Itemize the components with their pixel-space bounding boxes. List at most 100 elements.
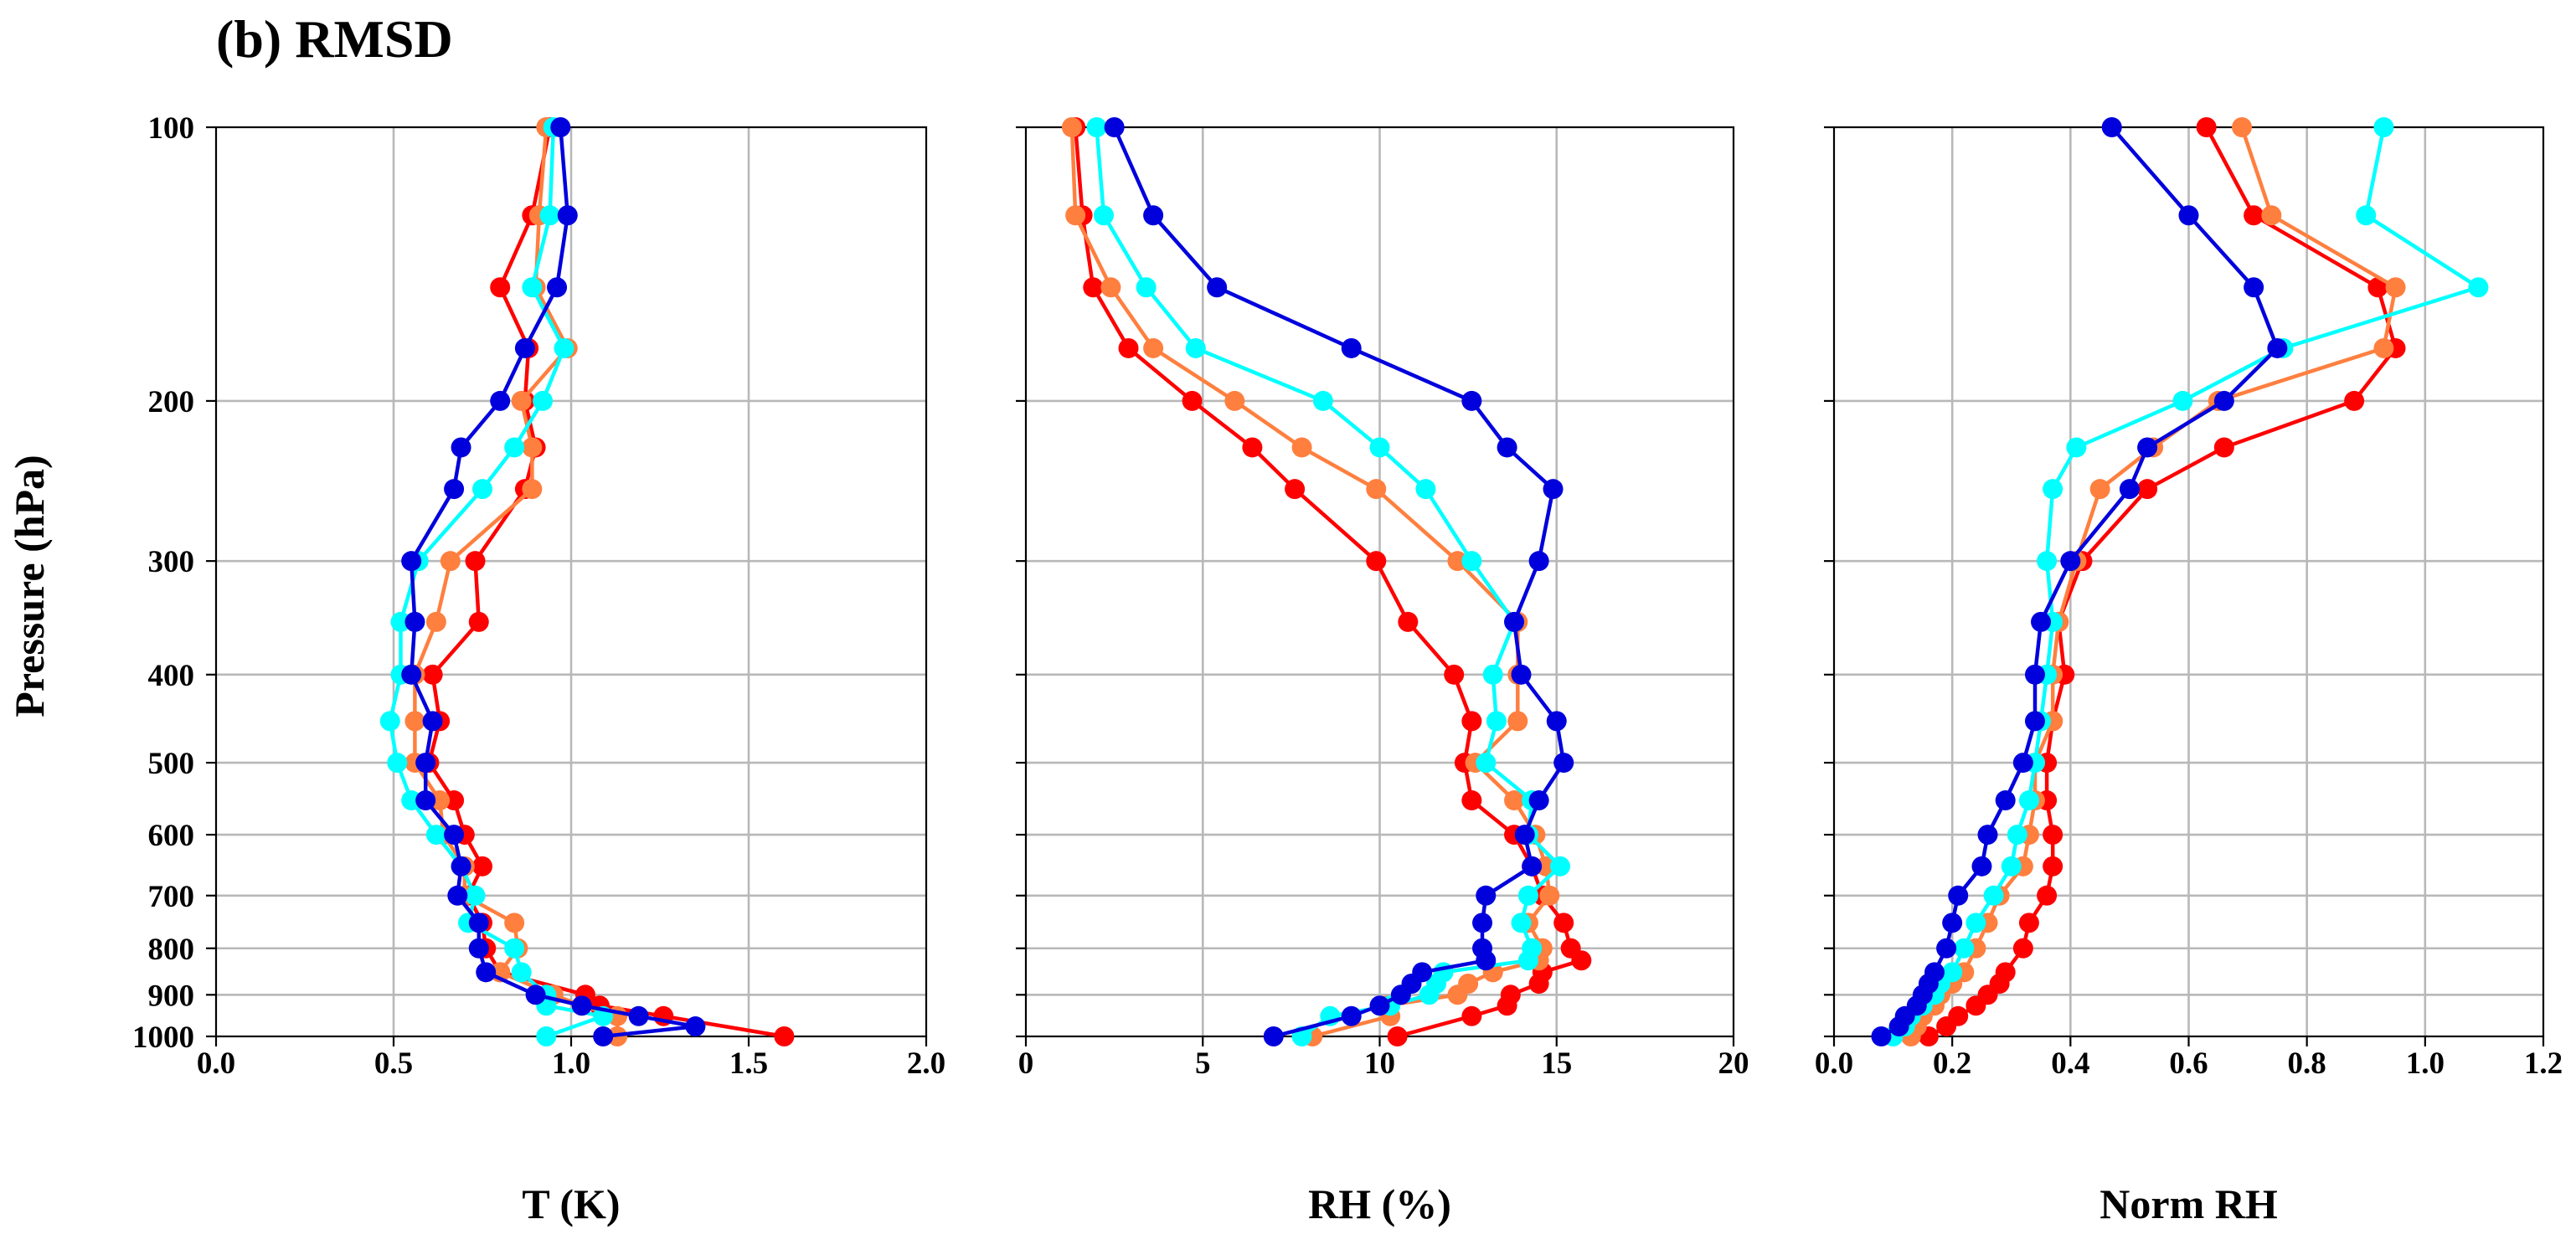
p2-series-cyan-point-1 [2356,205,2377,226]
p0-series-cyan-point-22 [536,1026,557,1046]
p1-series-blue-point-23 [1341,1005,1362,1026]
y-tick-label-1000: 1000 [132,1021,194,1055]
p0-series-blue-point-6 [444,479,465,500]
p1-x-tick-label-2: 10 [1364,1046,1395,1081]
p0-x-tick-label-0: 0.0 [197,1046,235,1081]
p0-series-orange-point-4 [511,390,532,411]
p2-series-cyan-point-15 [1983,885,2004,906]
p1-series-orange-point-10 [1507,711,1528,732]
p0-x-tick-label-3: 1.5 [729,1046,768,1081]
p2-series-cyan-point-7 [2037,551,2058,572]
p1-series-red-point-20 [1528,974,1549,995]
p0-series-blue [401,117,706,1046]
p2-series-blue-point-2 [2244,277,2264,298]
p0-series-blue-point-20 [571,995,592,1016]
p2-series-cyan-point-2 [2468,277,2489,298]
y-tick-label-600: 600 [148,819,195,853]
p1-series-cyan-point-0 [1086,117,1107,137]
p1-series-orange-point-3 [1143,337,1164,358]
p2-series-red-point-14 [2043,856,2063,877]
p2-series-red-point-5 [2213,437,2234,458]
p2-series-blue-point-8 [2031,611,2052,632]
p1-series-blue-point-5 [1497,437,1517,458]
p2-series-red-point-23 [1936,1016,1957,1037]
p2-series-blue-point-3 [2267,337,2288,358]
p1-series-blue-point-12 [1528,790,1549,811]
p1-series-cyan [1086,117,1570,1046]
p1-series-red-point-22 [1497,995,1517,1016]
p1-series-red-line [1073,126,1584,1039]
p1-series-cyan-point-15 [1517,885,1538,906]
p2-series-blue-point-1 [2178,205,2199,226]
p0-series-cyan-point-2 [522,277,543,298]
p2-x-axis-label: Norm RH [2099,1180,2278,1227]
p1-series-orange-point-12 [1504,790,1525,811]
p1-series-red-point-7 [1366,551,1387,572]
p0-series-blue-point-4 [490,390,511,411]
p2-series-cyan-point-4 [2172,390,2193,411]
p2-series-red [1918,117,2406,1046]
p2-series-orange-point-3 [2373,337,2394,358]
p2-series-orange-point-0 [2232,117,2253,137]
p2-series-red-point-13 [2043,825,2063,846]
p2-series-red-point-16 [2018,913,2039,933]
p1-series-blue-point-6 [1543,479,1564,500]
p2-series-orange [1900,117,2406,1046]
p2-series-blue-point-0 [2101,117,2122,137]
p1-series-blue-point-22 [1369,995,1390,1016]
p0-series-blue-point-12 [415,790,436,811]
y-tick-label-200: 200 [148,385,195,419]
p1-series-cyan-point-2 [1136,277,1157,298]
p2-series-red-point-15 [2037,885,2058,906]
p0-series-blue-point-14 [451,856,471,877]
p1-series-red-point-6 [1285,479,1306,500]
p2-series-blue-point-9 [2024,664,2045,685]
p2-series-cyan-line [1892,126,2481,1038]
p2-series-cyan [1883,117,2489,1046]
p1-series-blue-point-1 [1143,205,1164,226]
p2-series-red-point-1 [2244,205,2264,226]
p0-series-orange-point-5 [522,437,543,458]
p2-series-blue-line [1880,126,2280,1038]
p1-series-cyan-point-18 [1517,950,1538,971]
y-tick-label-900: 900 [148,979,195,1013]
p0-x-tick-label-2: 1.0 [552,1046,590,1081]
p1-series-cyan-point-9 [1482,664,1503,685]
figure-title: (b) RMSD [216,9,453,69]
p1-series-cyan-point-1 [1093,205,1114,226]
p2-series-red-point-4 [2344,390,2365,411]
p0-series-blue-point-23 [593,1026,614,1046]
normalized-rh-rmsd-panel: 0.0 0.2 0.4 0.6 0.8 1.0 1.2 Norm RH [1815,117,2563,1227]
p2-x-tick-label-0: 0.0 [1815,1046,1853,1081]
p1-x-tick-label-3: 15 [1541,1046,1572,1081]
p2-series-blue-point-12 [1995,790,2016,811]
p2-series-blue-point-13 [1977,825,1998,846]
p0-x-tick-label-1: 0.5 [374,1046,413,1081]
p1-series-orange-point-0 [1061,117,1082,137]
p1-series-blue-point-0 [1104,117,1125,137]
p2-series-blue-point-16 [1942,913,1963,933]
p0-series-orange-point-7 [440,551,461,572]
p1-series-red [1065,117,1592,1046]
y-tick-label-800: 800 [148,933,195,967]
y-tick-label-400: 400 [148,659,195,693]
p0-x-tick-label-4: 2.0 [907,1046,945,1081]
p1-series-blue-point-9 [1511,664,1532,685]
p0-series-red-point-7 [465,551,486,572]
p1-series-red-point-24 [1387,1026,1408,1046]
p2-series-blue-point-6 [2119,479,2140,500]
p2-x-tick-label-2: 0.4 [2051,1046,2089,1081]
p0-series-cyan-point-13 [425,825,446,846]
p1-x-tick-label-4: 20 [1718,1046,1749,1081]
p2-series-orange-line [1909,126,2398,1038]
p0-series-blue-point-10 [422,711,443,732]
p2-series-cyan-point-12 [2018,790,2039,811]
p0-series-red-point-12 [444,790,465,811]
p1-series-blue-point-24 [1263,1026,1284,1046]
relative-humidity-rmsd-panel: 0 5 10 15 20 RH (%) [1016,117,1749,1227]
p1-series-orange-point-21 [1447,985,1468,1005]
p0-series-orange [404,117,628,1046]
p0-x-axis-label: T (K) [522,1180,620,1227]
y-tick-label-100: 100 [148,111,195,146]
